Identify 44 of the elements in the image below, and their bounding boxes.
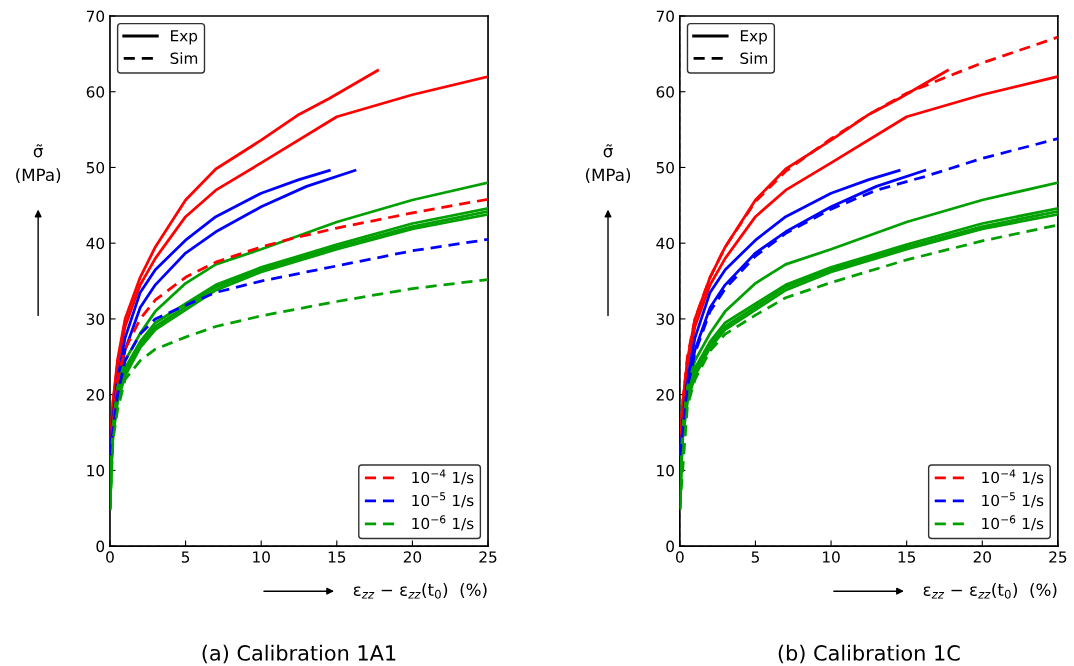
y-tick-label: 50 [656,161,674,174]
y-tick-label: 50 [86,161,105,174]
y-tick-label: 40 [86,237,105,250]
y-tick-label: 30 [86,313,105,325]
legend-label: 10$^{−5}$ 1/s [412,492,474,508]
y-tick-label: 60 [86,86,105,98]
text: (a) Calibration 1A1 [202,644,396,664]
y-tick-label: 10 [657,464,674,477]
x-axis-title: ε$_{zz}$ − ε$_{zz}$(t$_{0}$) (%) [353,583,487,599]
y-tick-label: 70 [86,10,105,23]
x-tick-label: 10 [253,551,270,563]
y-axis-title: σ̃ (MPa) [586,144,631,184]
x-tick-label: 10 [823,551,840,563]
legend-label: 10$^{−4}$ 1/s [412,469,474,485]
y-tick-label: 70 [656,10,674,23]
y-tick-label: 0 [666,540,674,553]
x-tick-label: 0 [106,551,114,563]
x-tick-label: 25 [479,551,497,563]
y-tick-label: 30 [656,313,674,325]
legend-label: 10$^{−6}$ 1/s [982,515,1044,531]
x-axis-title: ε$_{zz}$ − ε$_{zz}$(t$_{0}$) (%) [923,583,1057,599]
x-tick-label: 20 [973,551,991,563]
x-tick-label: 5 [181,551,190,563]
legend-label: 10$^{−5}$ 1/s [982,492,1044,508]
y-axis-title: σ̃ (MPa) [16,144,61,184]
x-tick-label: 15 [328,551,346,563]
y-tick-label: 60 [656,86,674,98]
y-tick-label: 0 [96,540,105,553]
x-tick-label: 20 [403,551,422,563]
x-tick-label: 15 [898,551,916,563]
y-tick-label: 10 [87,464,105,477]
legend-label: 10$^{−4}$ 1/s [982,469,1044,485]
annotation: Sim [170,52,198,64]
annotation: Sim [740,52,767,64]
y-tick-label: 20 [86,389,105,401]
annotation: Exp [740,30,767,45]
annotation: Exp [171,30,198,45]
x-tick-label: 0 [675,551,684,563]
x-tick-label: 5 [751,551,759,563]
text: (b) Calibration 1C [778,644,960,664]
y-tick-label: 40 [656,237,674,250]
legend-label: 10$^{−6}$ 1/s [412,515,474,531]
y-tick-label: 20 [656,389,674,401]
x-tick-label: 25 [1049,551,1067,563]
